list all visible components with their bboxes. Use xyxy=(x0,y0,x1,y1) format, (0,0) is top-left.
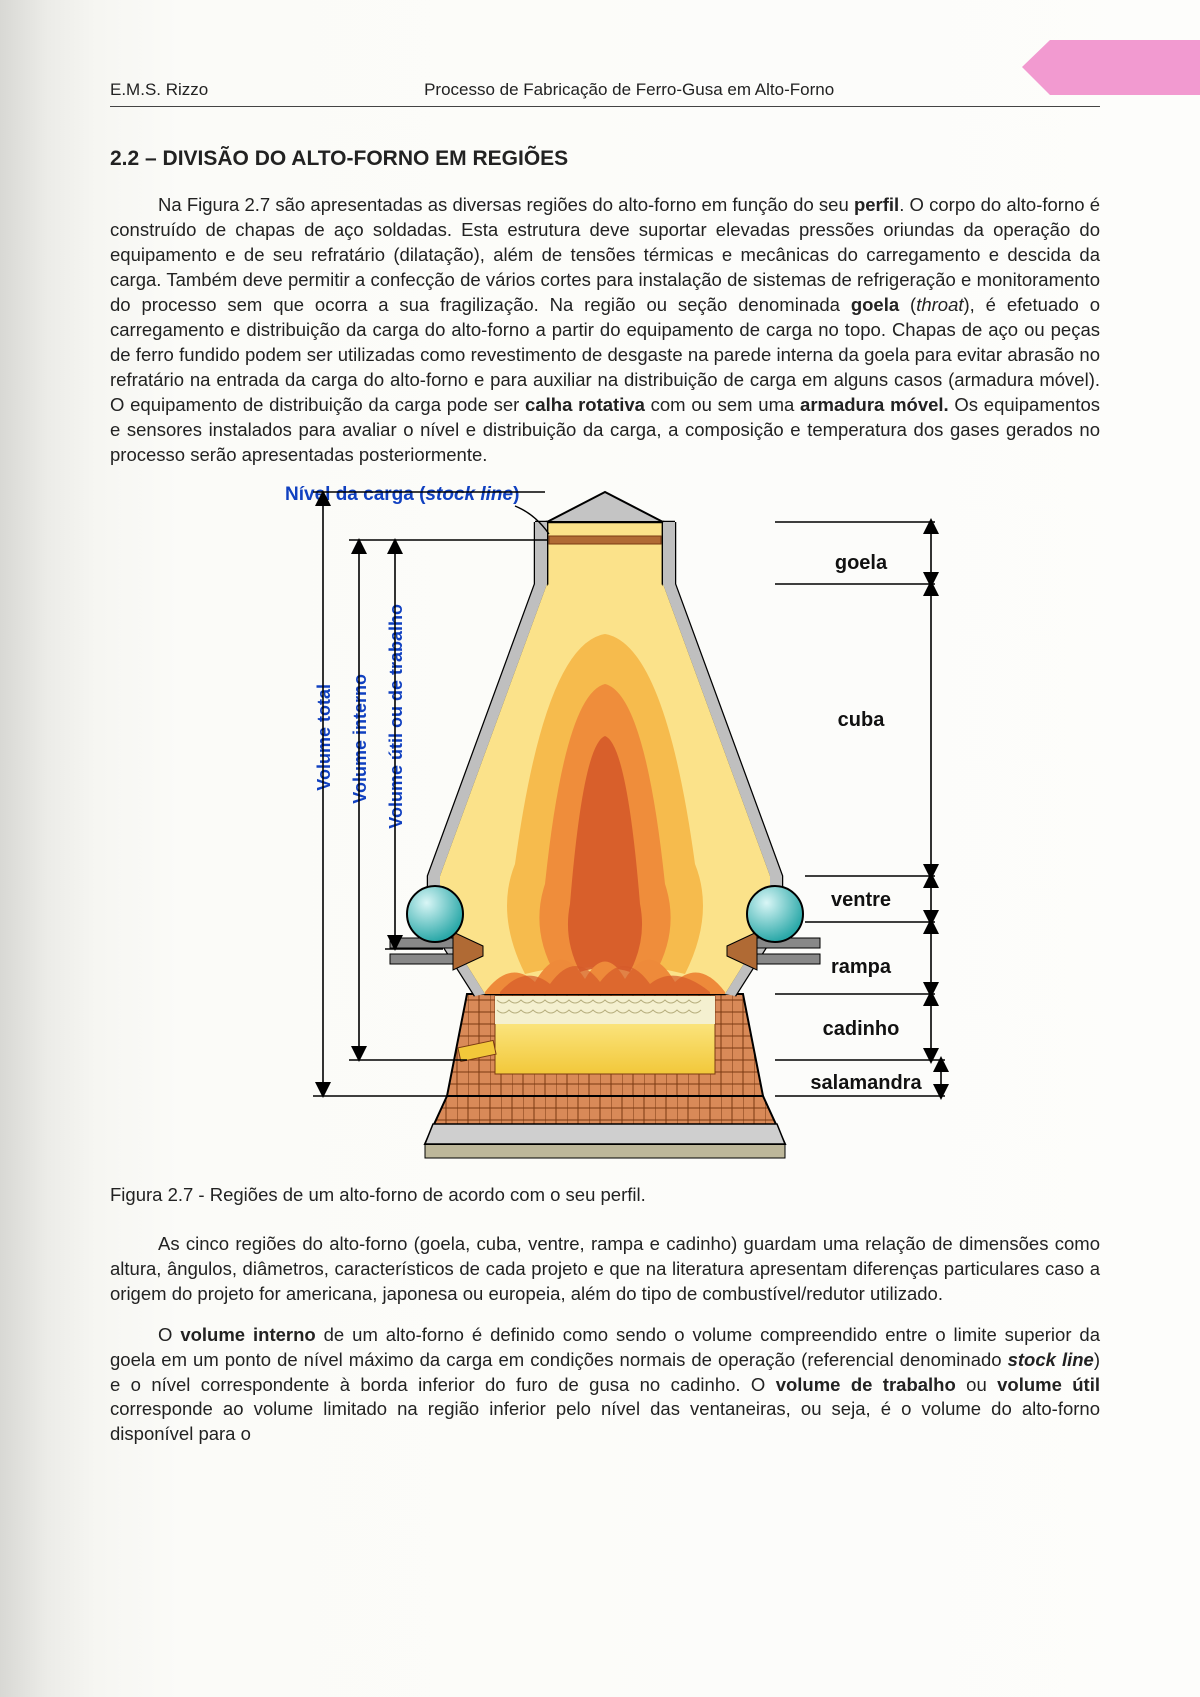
paragraph-2: As cinco regiões do alto-forno (goela, c… xyxy=(110,1232,1100,1307)
section-heading: 2.2 – DIVISÃO DO ALTO-FORNO EM REGIÕES xyxy=(110,147,1100,171)
p3-f: volume de trabalho xyxy=(776,1374,956,1395)
p3-h: volume útil xyxy=(997,1374,1100,1395)
p3-d: stock line xyxy=(1008,1349,1094,1370)
p1-a: Na Figura 2.7 são apresentadas as divers… xyxy=(158,194,854,215)
p3-a: O xyxy=(158,1324,180,1345)
foundation-base xyxy=(425,1124,785,1144)
runhead-author: E.M.S. Rizzo xyxy=(110,80,208,100)
p1-j: armadura móvel. xyxy=(800,394,949,415)
furnace-svg xyxy=(215,484,995,1174)
top-cone xyxy=(547,492,663,522)
stock-line-bar xyxy=(549,536,661,544)
sticky-note xyxy=(1050,40,1200,95)
running-head: E.M.S. Rizzo Processo de Fabricação de F… xyxy=(110,80,1100,107)
p3-b: volume interno xyxy=(180,1324,315,1345)
p1-f: throat xyxy=(916,294,963,315)
blast-furnace-diagram: Nível da carga (stock line) Volume total… xyxy=(215,484,995,1174)
p3-g: ou xyxy=(956,1374,997,1395)
p1-e: ( xyxy=(899,294,916,315)
p1-b: perfil xyxy=(854,194,899,215)
scanned-page: E.M.S. Rizzo Processo de Fabricação de F… xyxy=(0,0,1200,1697)
figure-caption: Figura 2.7 - Regiões de um alto-forno de… xyxy=(110,1184,1100,1206)
p1-h: calha rotativa xyxy=(525,394,645,415)
p3-i: corresponde ao volume limitado na região… xyxy=(110,1398,1100,1444)
region-dim-lines xyxy=(775,522,945,1096)
ground-slab xyxy=(425,1144,785,1158)
runhead-title: Processo de Fabricação de Ferro-Gusa em … xyxy=(208,80,1050,100)
paragraph-1: Na Figura 2.7 são apresentadas as divers… xyxy=(110,193,1100,468)
paragraph-3: O volume interno de um alto-forno é defi… xyxy=(110,1323,1100,1448)
p1-i: com ou sem uma xyxy=(645,394,800,415)
p1-d: goela xyxy=(851,294,899,315)
